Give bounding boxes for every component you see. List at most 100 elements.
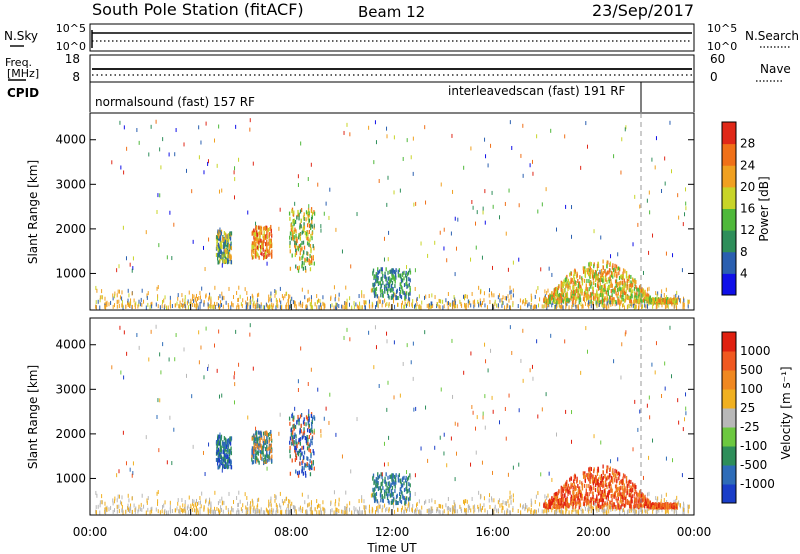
velocity-echo xyxy=(453,506,455,511)
velocity-echo xyxy=(400,484,403,489)
velocity-echo xyxy=(308,434,310,439)
power-echo xyxy=(604,269,606,274)
power-echo xyxy=(544,303,546,308)
velocity-echo xyxy=(295,434,297,439)
power-echo xyxy=(558,303,560,308)
power-echo xyxy=(291,236,293,241)
velocity-echo xyxy=(405,478,407,483)
velocity-echo xyxy=(633,500,635,505)
power-echo xyxy=(179,305,181,310)
power-echo xyxy=(574,302,576,307)
velocity-echo xyxy=(374,510,376,515)
velocity-echo xyxy=(438,509,440,514)
power-echo xyxy=(335,305,337,310)
power-echo xyxy=(397,273,400,278)
velocity-echo xyxy=(224,444,227,449)
velocity-echo xyxy=(316,505,318,510)
power-echo xyxy=(635,292,637,297)
velocity-echo xyxy=(184,500,186,505)
velocity-echo xyxy=(530,507,532,512)
power-echo xyxy=(682,305,684,310)
velocity-echo xyxy=(390,482,392,487)
velocity-echo xyxy=(228,491,230,496)
power-echo xyxy=(207,305,209,310)
power-echo xyxy=(601,275,603,280)
velocity-echo xyxy=(512,498,514,503)
power-echo xyxy=(302,301,304,306)
power-echo xyxy=(569,281,571,286)
power-echo xyxy=(254,248,257,253)
velocity-echo xyxy=(405,496,407,501)
power-echo xyxy=(492,265,494,270)
power-echo xyxy=(602,304,604,309)
power-echo xyxy=(499,215,501,220)
power-echo xyxy=(569,298,571,303)
power-echo xyxy=(265,302,267,307)
velocity-echo xyxy=(199,510,201,515)
power-echo xyxy=(357,305,359,310)
velocity-echo xyxy=(678,500,680,505)
velocity-echo xyxy=(399,478,402,483)
velocity-echo xyxy=(185,510,187,515)
power-echo xyxy=(597,262,599,267)
power-echo xyxy=(554,295,556,300)
velocity-echo xyxy=(298,421,300,426)
power-echo xyxy=(225,242,227,247)
velocity-echo xyxy=(588,467,590,472)
velocity-echo xyxy=(179,505,181,510)
power-echo xyxy=(145,305,147,310)
velocity-echo xyxy=(229,441,232,446)
power-echo xyxy=(246,296,248,301)
power-echo xyxy=(309,260,311,265)
power-colorbar-tick: 28 xyxy=(740,137,755,151)
velocity-echo xyxy=(117,494,119,499)
velocity-echo xyxy=(281,499,283,504)
power-echo xyxy=(295,243,297,248)
power-echo xyxy=(562,305,564,310)
power-echo xyxy=(157,294,159,299)
power-echo xyxy=(242,298,244,303)
velocity-echo xyxy=(249,506,251,511)
velocity-echo xyxy=(295,446,298,451)
power-echo xyxy=(638,299,640,304)
velocity-echo xyxy=(258,443,260,448)
power-echo xyxy=(373,282,375,287)
power-echo xyxy=(205,293,207,298)
velocity-echo xyxy=(288,498,290,503)
power-echo xyxy=(609,295,611,300)
power-echo xyxy=(565,300,567,305)
power-echo xyxy=(342,304,344,309)
power-echo xyxy=(603,298,605,303)
power-echo xyxy=(616,266,619,271)
power-echo xyxy=(408,282,410,287)
velocity-echo xyxy=(574,496,577,501)
velocity-echo xyxy=(454,502,456,507)
velocity-echo xyxy=(664,510,666,515)
power-echo xyxy=(296,245,299,250)
power-echo xyxy=(162,300,164,305)
power-echo xyxy=(566,301,568,306)
velocity-echo xyxy=(308,423,310,428)
velocity-echo xyxy=(222,464,224,469)
velocity-echo xyxy=(520,510,522,515)
velocity-echo xyxy=(405,486,408,491)
power-echo xyxy=(666,303,668,308)
power-echo xyxy=(394,273,397,278)
velocity-echo xyxy=(391,499,393,504)
velocity-echo xyxy=(255,431,257,436)
power-echo xyxy=(116,268,118,273)
power-echo xyxy=(261,245,263,250)
velocity-echo xyxy=(374,499,376,504)
velocity-echo xyxy=(259,431,261,436)
power-echo xyxy=(345,301,347,306)
power-echo xyxy=(406,272,409,277)
power-echo xyxy=(289,231,292,236)
velocity-echo xyxy=(254,442,256,447)
velocity-echo xyxy=(480,506,482,511)
velocity-echo xyxy=(507,508,509,513)
velocity-echo xyxy=(231,507,233,512)
power-echo xyxy=(296,251,298,256)
power-echo xyxy=(589,271,591,276)
power-echo xyxy=(288,293,290,298)
velocity-echo xyxy=(402,495,404,500)
